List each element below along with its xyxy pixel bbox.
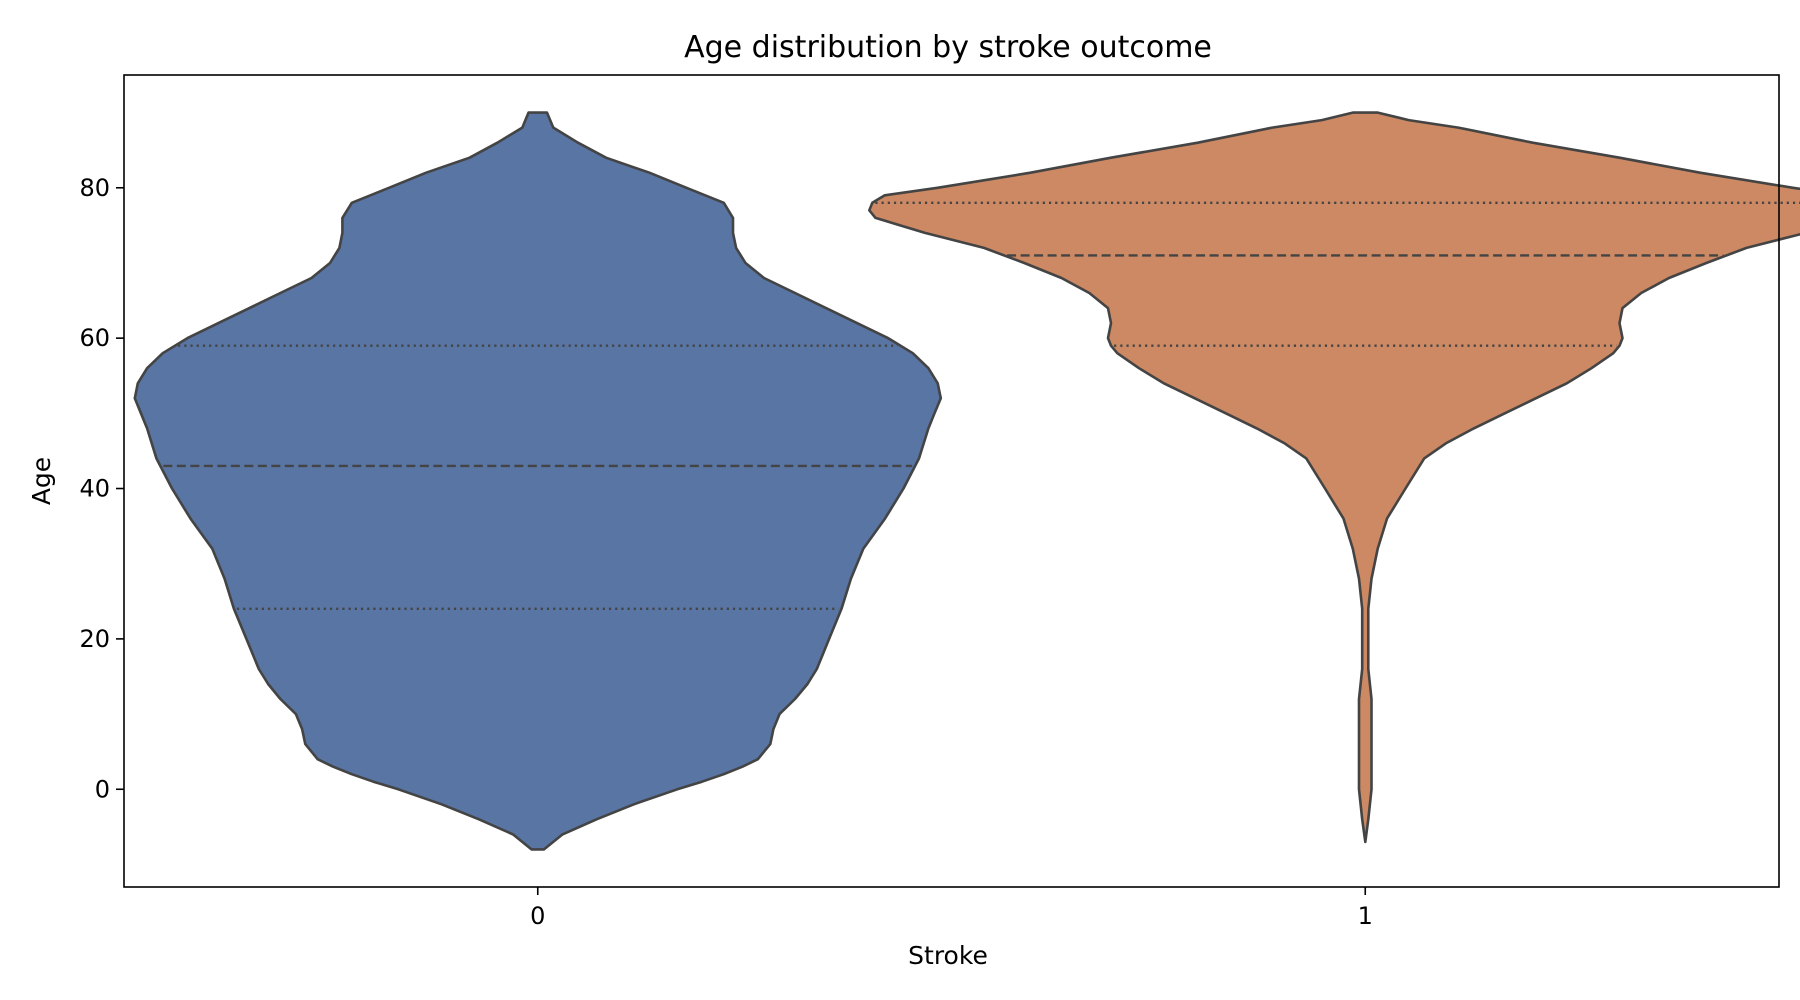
plot-area	[133, 111, 1800, 851]
x-tick-label-1: 1	[1358, 902, 1373, 930]
y-tick-label-0: 0	[95, 775, 110, 803]
axes-frame	[123, 74, 1780, 888]
y-tick-label-80: 80	[79, 174, 110, 202]
chart-title: Age distribution by stroke outcome	[684, 30, 1212, 65]
y-axis-label: Age	[27, 457, 56, 505]
violin-body-0	[133, 111, 943, 851]
y-tick-label-20: 20	[79, 625, 110, 653]
y-tick-label-40: 40	[79, 475, 110, 503]
y-tick-label-60: 60	[79, 324, 110, 352]
x-axis-label: Stroke	[908, 941, 988, 970]
y-axis: 0 20 40 60 80	[79, 174, 124, 803]
violin-body-1	[868, 111, 1800, 844]
x-tick-label-0: 0	[530, 902, 545, 930]
